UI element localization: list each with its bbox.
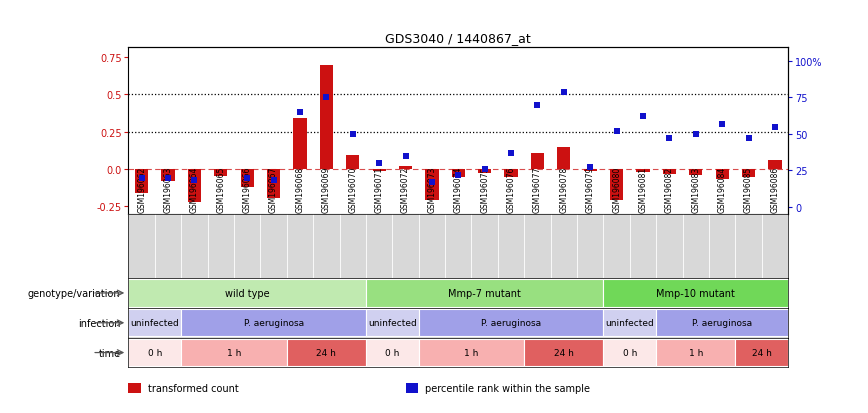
Text: 1 h: 1 h — [688, 348, 703, 357]
Bar — [735, 339, 788, 366]
Text: P. aeruginosa: P. aeruginosa — [481, 318, 541, 328]
Text: wild type: wild type — [225, 288, 270, 298]
Text: transformed count: transformed count — [148, 383, 239, 393]
Bar — [135, 170, 148, 193]
Bar — [187, 170, 201, 202]
Bar — [531, 153, 544, 170]
Bar — [636, 170, 649, 173]
Bar — [504, 170, 517, 177]
Bar — [128, 309, 181, 337]
Bar — [128, 339, 181, 366]
Bar — [451, 170, 465, 178]
Bar — [603, 280, 788, 307]
Text: 24 h: 24 h — [317, 348, 336, 357]
Bar — [399, 167, 412, 170]
Bar — [372, 170, 385, 171]
Text: P. aeruginosa: P. aeruginosa — [244, 318, 304, 328]
Bar — [603, 309, 656, 337]
Bar — [742, 170, 755, 178]
Bar — [366, 339, 418, 366]
Bar — [286, 339, 366, 366]
Bar — [181, 309, 366, 337]
Title: GDS3040 / 1440867_at: GDS3040 / 1440867_at — [385, 32, 531, 45]
Bar — [267, 170, 280, 199]
Bar — [689, 170, 702, 176]
Text: percentile rank within the sample: percentile rank within the sample — [425, 383, 590, 393]
Text: 1 h: 1 h — [227, 348, 241, 357]
Bar — [656, 339, 735, 366]
Bar — [610, 170, 623, 201]
Bar — [557, 148, 570, 170]
Text: time: time — [98, 348, 121, 358]
Bar — [418, 309, 603, 337]
Text: Mmp-10 mutant: Mmp-10 mutant — [656, 288, 735, 298]
Bar — [293, 119, 306, 170]
Text: Mmp-7 mutant: Mmp-7 mutant — [448, 288, 521, 298]
Bar — [425, 170, 438, 201]
Text: 1 h: 1 h — [464, 348, 478, 357]
Text: infection: infection — [78, 318, 121, 328]
Bar — [478, 170, 491, 173]
Bar — [319, 65, 333, 170]
Text: uninfected: uninfected — [606, 318, 654, 328]
Bar — [656, 309, 788, 337]
Bar — [181, 339, 286, 366]
Bar — [366, 309, 418, 337]
Bar — [715, 170, 729, 179]
Bar — [663, 170, 676, 175]
Text: 0 h: 0 h — [148, 348, 162, 357]
Text: 24 h: 24 h — [752, 348, 772, 357]
Bar — [603, 339, 656, 366]
Text: uninfected: uninfected — [368, 318, 417, 328]
Text: uninfected: uninfected — [130, 318, 179, 328]
Text: genotype/variation: genotype/variation — [28, 288, 121, 298]
Bar — [524, 339, 603, 366]
Bar — [240, 170, 253, 188]
Bar — [161, 170, 174, 182]
Bar — [366, 280, 603, 307]
Bar — [583, 170, 597, 171]
Text: 0 h: 0 h — [385, 348, 399, 357]
Text: 24 h: 24 h — [554, 348, 574, 357]
Bar — [346, 156, 359, 170]
Bar — [214, 170, 227, 176]
Text: 0 h: 0 h — [622, 348, 637, 357]
Text: P. aeruginosa: P. aeruginosa — [692, 318, 753, 328]
Bar — [128, 280, 366, 307]
Bar — [418, 339, 524, 366]
Bar — [768, 161, 781, 170]
